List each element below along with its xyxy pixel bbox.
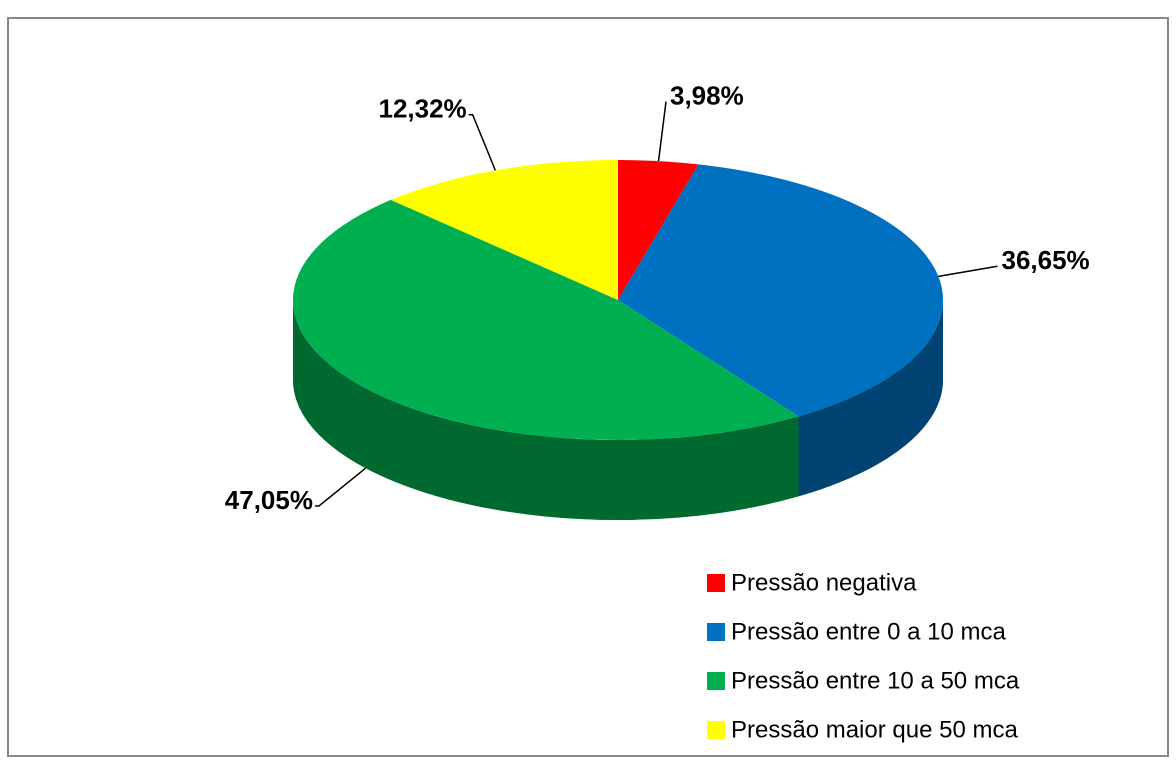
legend-label: Pressão entre 0 a 10 mca xyxy=(731,618,1006,645)
slice-side-shade xyxy=(293,300,799,521)
legend-swatch xyxy=(707,623,725,641)
slice xyxy=(618,160,699,300)
legend-label: Pressão entre 10 a 50 mca xyxy=(731,667,1020,694)
slice xyxy=(390,160,618,300)
legend-label: Pressão negativa xyxy=(731,569,917,596)
slice-side xyxy=(293,300,799,521)
leader-line xyxy=(938,265,998,278)
leader-line xyxy=(468,114,497,171)
data-label: 3,98% xyxy=(670,80,744,110)
data-label: 36,65% xyxy=(1001,245,1089,275)
slice-side-shade xyxy=(798,300,943,497)
legend-label: Pressão maior que 50 mca xyxy=(731,716,1018,743)
data-label: 12,32% xyxy=(378,94,466,124)
data-label: 47,05% xyxy=(225,485,313,515)
leader-line xyxy=(314,467,367,507)
legend-swatch xyxy=(707,574,725,592)
legend-swatch xyxy=(707,721,725,739)
slice xyxy=(618,164,944,417)
slice xyxy=(292,199,799,441)
slice-side xyxy=(798,300,943,497)
legend-swatch xyxy=(707,672,725,690)
leader-line xyxy=(657,101,667,162)
